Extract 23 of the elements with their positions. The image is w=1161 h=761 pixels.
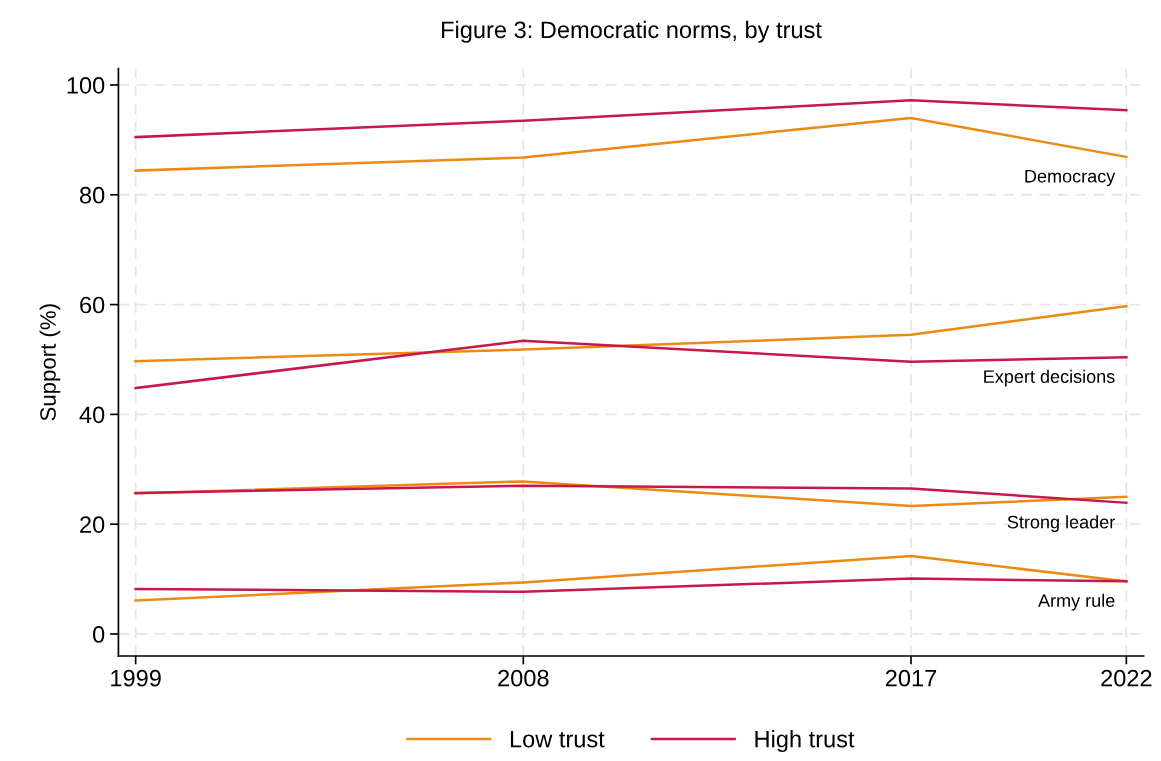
y-tick-label: 40 — [79, 406, 105, 424]
y-axis-title: Support (%) — [39, 304, 61, 421]
x-tick-label: 2017 — [885, 669, 937, 687]
annotation: Strong leader — [1007, 515, 1115, 533]
legend-label: Low trust — [510, 730, 605, 748]
annotation: Democracy — [1025, 169, 1116, 187]
y-tick-label: 0 — [93, 626, 105, 643]
annotation: Army rule — [1038, 593, 1115, 611]
line-series — [134, 304, 1128, 363]
y-tick-label: 80 — [79, 186, 105, 204]
x-tick-label: 1999 — [111, 669, 161, 687]
line-series — [134, 339, 1128, 390]
legend-label: High trust — [755, 730, 855, 753]
annotation: Expert decisions — [984, 369, 1115, 387]
x-tick-label: 2022 — [1101, 669, 1152, 687]
line-series — [134, 99, 1128, 139]
x-tick-label: 2008 — [498, 669, 549, 687]
line-series — [134, 577, 1128, 593]
chart-title: Figure 3: Democratic norms, by trust — [442, 20, 822, 43]
y-tick-label: 20 — [80, 516, 105, 533]
y-tick-label: 60 — [80, 296, 105, 314]
y-tick-label: 100 — [67, 77, 105, 94]
line-series — [134, 116, 1128, 172]
